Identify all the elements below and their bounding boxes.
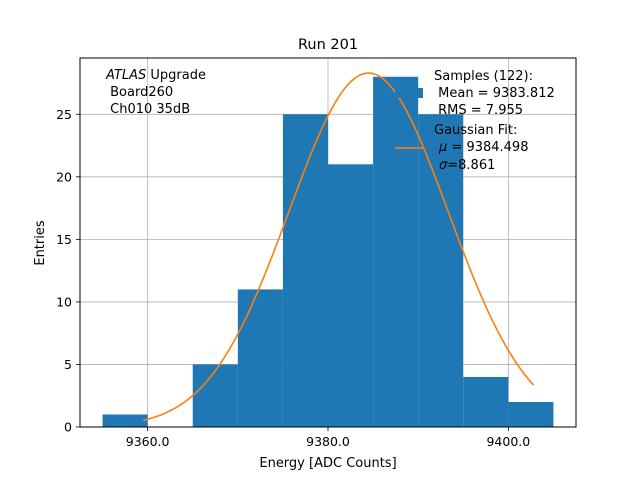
upgrade-label: Upgrade <box>146 68 206 83</box>
histogram-bar <box>102 414 148 427</box>
x-tick-label: 9380.0 <box>306 434 350 449</box>
gaussian-fit <box>142 72 535 422</box>
sigma-value: =8.861 <box>447 158 495 173</box>
mu-symbol: μ <box>438 140 447 155</box>
y-tick-label: 0 <box>64 420 72 435</box>
y-tick-label: 5 <box>64 357 72 372</box>
y-axis-ticks: 0 5 10 15 20 25 <box>56 107 80 435</box>
legend-samples-swatch <box>395 88 423 98</box>
legend-fit-title: Gaussian Fit: <box>434 123 517 138</box>
histogram-bar <box>328 164 374 428</box>
histogram-bar <box>463 376 509 427</box>
sigma-symbol: σ <box>439 158 448 173</box>
histogram-bar <box>282 114 328 427</box>
legend-fit-mu: μ = 9384.498 <box>438 140 528 155</box>
atlas-annotation-channel: Ch010 35dB <box>106 102 190 117</box>
y-tick-label: 20 <box>56 169 72 184</box>
atlas-label: ATLAS <box>105 68 146 83</box>
histogram-bars <box>102 76 554 428</box>
histogram-bar <box>418 114 464 427</box>
chart-title: Run 201 <box>298 37 358 53</box>
histogram-bar <box>237 289 283 427</box>
legend-samples-title: Samples (122): <box>434 69 533 84</box>
y-axis-label: Entries <box>33 220 48 266</box>
histogram-bar <box>373 76 419 428</box>
x-axis-label: Energy [ADC Counts] <box>259 456 396 471</box>
atlas-annotation-board: Board260 <box>106 85 173 100</box>
legend-samples-rms: RMS = 7.955 <box>434 103 523 118</box>
legend-fit-sigma: σ=8.861 <box>439 158 495 173</box>
x-axis-ticks: 9360.0 9380.0 9400.0 <box>126 427 530 449</box>
x-tick-label: 9400.0 <box>486 434 530 449</box>
legend-samples-mean: Mean = 9383.812 <box>434 86 555 101</box>
y-tick-label: 10 <box>56 294 72 309</box>
histogram-bar <box>192 364 238 427</box>
y-tick-label: 15 <box>56 232 72 247</box>
mu-value: = 9384.498 <box>447 140 528 155</box>
legend: Samples (122): Mean = 9383.812 RMS = 7.9… <box>395 69 555 173</box>
x-tick-label: 9360.0 <box>126 434 170 449</box>
gaussian-fit-curve <box>142 72 535 422</box>
y-tick-label: 25 <box>56 107 72 122</box>
atlas-annotation-line1: ATLAS Upgrade <box>105 68 206 83</box>
histogram-bar <box>508 401 554 427</box>
